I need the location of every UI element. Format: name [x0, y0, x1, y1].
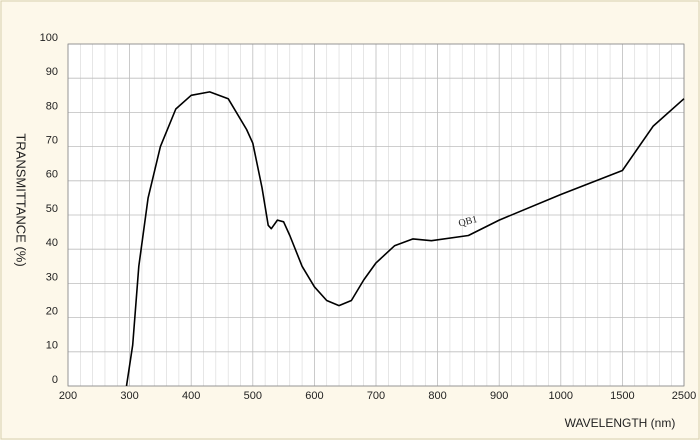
y-tick-label: 30 — [46, 271, 58, 283]
x-tick-label: 1000 — [549, 390, 573, 402]
x-tick-label: 500 — [244, 390, 262, 402]
y-tick-label: 90 — [46, 66, 58, 78]
plot-border — [67, 43, 685, 387]
x-tick-label: 200 — [59, 390, 77, 402]
x-tick-label: 300 — [120, 390, 138, 402]
x-tick-label: 1500 — [610, 390, 634, 402]
data-line — [125, 91, 685, 387]
x-tick-label: 400 — [182, 390, 200, 402]
y-tick-label: 50 — [46, 203, 58, 215]
x-tick-label: 800 — [428, 390, 446, 402]
x-tick-label: 900 — [490, 390, 508, 402]
x-tick-label: 700 — [367, 390, 385, 402]
x-axis-label: WAVELENGTH (nm) — [565, 416, 676, 430]
y-tick-label: 10 — [46, 340, 58, 352]
x-tick-label: 2500 — [672, 390, 696, 402]
y-tick-label: 20 — [46, 306, 58, 318]
y-tick-label: 100 — [40, 32, 58, 44]
y-tick-label: 70 — [46, 135, 58, 147]
x-tick-label: 600 — [305, 390, 323, 402]
y-tick-label: 0 — [52, 374, 58, 386]
y-tick-label: 80 — [46, 100, 58, 112]
y-tick-label: 60 — [46, 169, 58, 181]
series-label: QB1 — [457, 214, 478, 229]
y-tick-label: 40 — [46, 237, 58, 249]
y-axis-label: TRANSMITTANCE (%) — [14, 133, 29, 266]
